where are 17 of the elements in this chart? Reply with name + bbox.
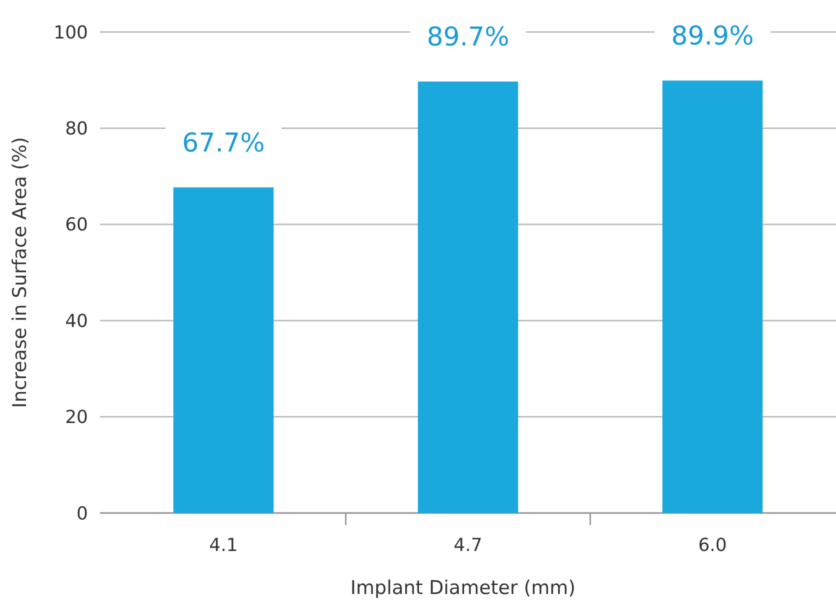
data-label: 67.7% bbox=[182, 128, 265, 158]
y-tick-label: 100 bbox=[54, 22, 88, 44]
x-tick-label: 4.1 bbox=[209, 535, 238, 556]
y-tick-label: 0 bbox=[76, 503, 88, 524]
bar bbox=[418, 82, 518, 513]
x-axis-title: Implant Diameter (mm) bbox=[350, 577, 576, 599]
x-tick-label: 4.7 bbox=[454, 535, 482, 556]
y-axis-title: Increase in Surface Area (%) bbox=[9, 137, 31, 408]
y-tick-label: 60 bbox=[65, 214, 88, 236]
data-label: 89.9% bbox=[671, 22, 754, 52]
y-tick-label: 40 bbox=[65, 310, 88, 332]
bar bbox=[173, 187, 274, 513]
y-tick-label: 80 bbox=[65, 118, 88, 140]
y-tick-label: 20 bbox=[65, 407, 88, 428]
data-label: 89.7% bbox=[426, 22, 510, 53]
x-tick-label: 6.0 bbox=[698, 535, 727, 556]
bar bbox=[662, 80, 763, 513]
